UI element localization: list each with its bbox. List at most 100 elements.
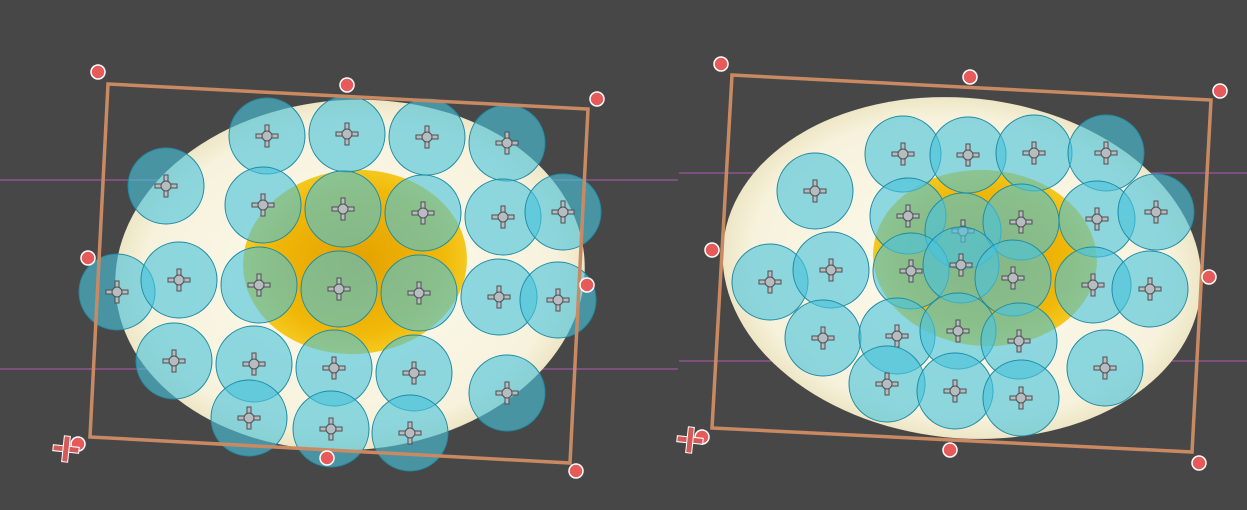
pivot-icon[interactable] (319, 417, 343, 441)
left-viewport[interactable] (0, 64, 678, 479)
pivot-icon[interactable] (885, 324, 909, 348)
pivot-icon[interactable] (1007, 329, 1031, 353)
bone-circles[interactable] (78, 95, 602, 472)
pivot-icon[interactable] (331, 197, 355, 221)
bone-circle[interactable] (140, 241, 218, 319)
pivot-icon[interactable] (1081, 273, 1105, 297)
pivot-icon[interactable] (162, 349, 186, 373)
pivot-icon[interactable] (407, 281, 431, 305)
right-viewport[interactable] (676, 56, 1247, 471)
pivot-icon[interactable] (398, 421, 422, 445)
bone-circle[interactable] (468, 354, 546, 432)
pivot-icon[interactable] (491, 205, 515, 229)
pivot-icon[interactable] (251, 193, 275, 217)
bone-circle[interactable] (304, 170, 382, 248)
bone-circle[interactable] (848, 345, 926, 423)
pivot-icon[interactable] (811, 326, 835, 350)
bone-circle[interactable] (308, 95, 386, 173)
bone-circle[interactable] (228, 97, 306, 175)
bone-circle[interactable] (384, 174, 462, 252)
pivot-icon[interactable] (495, 131, 519, 155)
move-cross-icon[interactable] (676, 426, 705, 455)
bone-circle[interactable] (135, 322, 213, 400)
bone-circle[interactable] (1054, 246, 1132, 324)
pivot-icon[interactable] (896, 204, 920, 228)
handle-bottom[interactable] (942, 442, 958, 458)
pivot-icon[interactable] (891, 142, 915, 166)
bone-circle[interactable] (995, 114, 1073, 192)
pivot-icon[interactable] (1001, 266, 1025, 290)
bone-circle[interactable] (916, 352, 994, 430)
pivot-icon[interactable] (1022, 141, 1046, 165)
pivot-icon[interactable] (237, 406, 261, 430)
handle-bottom[interactable] (319, 450, 335, 466)
bone-circle[interactable] (1067, 114, 1145, 192)
bone-circle[interactable] (224, 166, 302, 244)
pivot-icon[interactable] (487, 285, 511, 309)
pivot-icon[interactable] (546, 288, 570, 312)
pivot-icon[interactable] (1094, 141, 1118, 165)
sprite-frame[interactable] (710, 73, 1213, 454)
sprite-frame[interactable] (88, 82, 590, 465)
bone-circle[interactable] (980, 302, 1058, 380)
pivot-icon[interactable] (402, 361, 426, 385)
pivot-icon[interactable] (758, 270, 782, 294)
pivot-icon[interactable] (247, 273, 271, 297)
bone-circle[interactable] (792, 231, 870, 309)
pivot-icon[interactable] (242, 352, 266, 376)
pivot-icon[interactable] (322, 356, 346, 380)
pivot-icon[interactable] (819, 258, 843, 282)
pivot-icon[interactable] (1144, 200, 1168, 224)
handle-right[interactable] (1201, 269, 1217, 285)
handle-bottom-right[interactable] (1191, 455, 1207, 471)
pivot-icon[interactable] (551, 200, 575, 224)
bone-circle[interactable] (220, 246, 298, 324)
pivot-icon[interactable] (1009, 386, 1033, 410)
handle-top-right[interactable] (1212, 83, 1228, 99)
bone-circle[interactable] (460, 258, 538, 336)
handle-left[interactable] (80, 250, 96, 266)
bone-circle[interactable] (519, 261, 597, 339)
pivot-icon[interactable] (327, 277, 351, 301)
pivot-icon[interactable] (495, 381, 519, 405)
handle-top[interactable] (339, 77, 355, 93)
pivot-icon[interactable] (105, 280, 129, 304)
pivot-icon[interactable] (946, 319, 970, 343)
resize-handles[interactable] (70, 64, 605, 479)
bone-circle[interactable] (388, 98, 466, 176)
handle-top[interactable] (962, 69, 978, 85)
pivot-icon[interactable] (1093, 356, 1117, 380)
bone-circle[interactable] (127, 147, 205, 225)
bone-circle[interactable] (864, 115, 942, 193)
pivot-icon[interactable] (1138, 277, 1162, 301)
bone-circle[interactable] (1117, 173, 1195, 251)
pivot-icon[interactable] (899, 259, 923, 283)
handle-bottom-right[interactable] (568, 463, 584, 479)
bone-circle[interactable] (468, 104, 546, 182)
bone-circle[interactable] (776, 152, 854, 230)
pivot-icon[interactable] (411, 201, 435, 225)
pivot-icon[interactable] (154, 174, 178, 198)
pivot-icon[interactable] (1085, 207, 1109, 231)
bone-circle[interactable] (375, 334, 453, 412)
pivot-icon[interactable] (943, 379, 967, 403)
pivot-icon[interactable] (335, 122, 359, 146)
bone-circle[interactable] (784, 299, 862, 377)
move-cross-icon[interactable] (52, 435, 81, 464)
bone-circle[interactable] (731, 243, 809, 321)
pivot-icon[interactable] (875, 372, 899, 396)
pivot-icon[interactable] (167, 268, 191, 292)
bone-circles[interactable] (731, 114, 1195, 437)
pivot-icon[interactable] (956, 143, 980, 167)
handle-top-left[interactable] (713, 56, 729, 72)
bone-circle[interactable] (982, 359, 1060, 437)
handle-top-right[interactable] (589, 91, 605, 107)
bone-circle[interactable] (464, 178, 542, 256)
bone-circle[interactable] (1111, 250, 1189, 328)
pivot-icon[interactable] (949, 253, 973, 277)
pivot-icon[interactable] (415, 125, 439, 149)
pivot-icon[interactable] (1009, 210, 1033, 234)
pivot-icon[interactable] (803, 179, 827, 203)
handle-top-left[interactable] (90, 64, 106, 80)
